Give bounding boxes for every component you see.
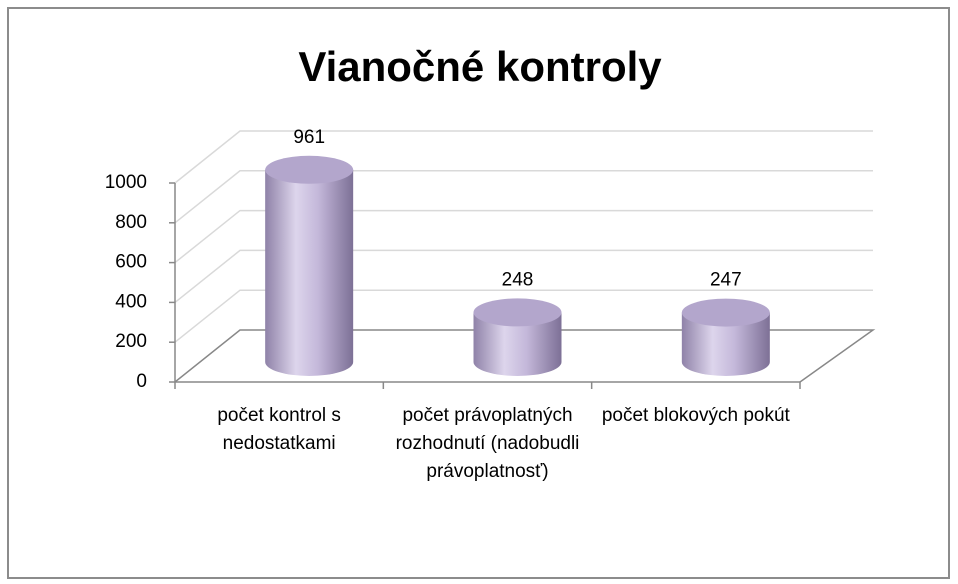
y-tick-label: 200: [115, 331, 147, 352]
y-tick-label: 600: [115, 252, 147, 273]
x-tick-label: počet právoplatných rozhodnutí (nadobudl…: [395, 405, 580, 482]
bar-top: [681, 298, 770, 327]
bar-top: [265, 155, 354, 184]
bar-top: [473, 298, 562, 327]
bar: [265, 155, 354, 376]
y-tick-label: 800: [115, 212, 147, 233]
value-label: 961: [293, 127, 325, 148]
x-tick-label: počet blokových pokút: [601, 405, 790, 426]
bar-body: [681, 312, 770, 376]
grid-line: [174, 249, 873, 303]
value-label: 247: [710, 270, 742, 291]
bar-body: [473, 312, 562, 376]
grid-line: [174, 289, 873, 343]
grid-line: [174, 209, 873, 264]
value-label: 248: [502, 269, 534, 290]
bar: [681, 298, 770, 376]
y-tick-label: 400: [115, 291, 147, 312]
frame: [7, 7, 950, 579]
bar: [473, 298, 562, 376]
y-tick-label: 0: [136, 371, 147, 392]
grid-line: [174, 130, 873, 184]
grid-line: [174, 170, 873, 224]
y-tick-label: 1000: [105, 172, 147, 193]
bar-body: [265, 169, 354, 376]
chart-title: Vianočné kontroly: [298, 43, 662, 90]
x-tick-label: počet kontrol s nedostatkami: [217, 405, 341, 454]
